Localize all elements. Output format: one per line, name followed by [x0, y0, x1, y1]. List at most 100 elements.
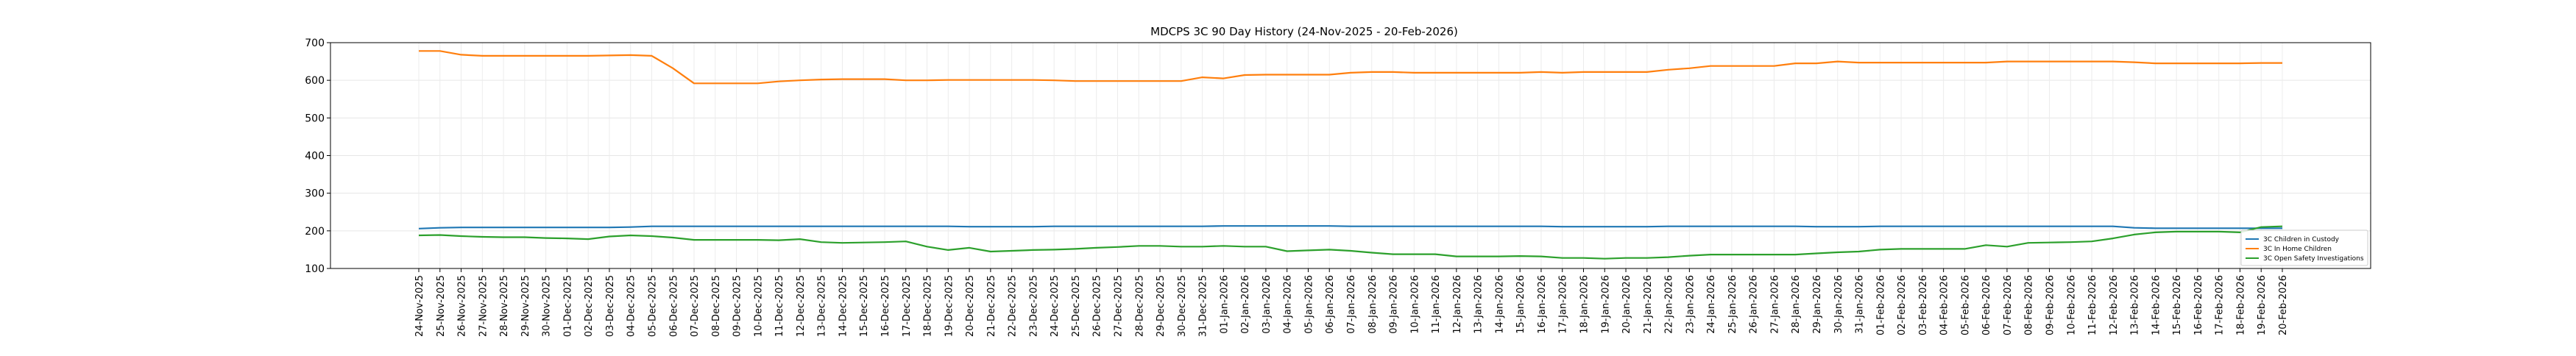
x-tick-label: 24-Dec-2025 [1050, 275, 1061, 337]
x-tick-label: 12-Dec-2025 [796, 275, 807, 337]
x-tick-label: 21-Jan-2026 [1643, 275, 1654, 334]
series-lines [418, 50, 2283, 260]
y-tick-label: 600 [305, 75, 325, 87]
x-tick-label: 19-Feb-2026 [2257, 275, 2268, 335]
x-tick-label: 04-Dec-2025 [626, 275, 637, 337]
x-tick-label: 01-Jan-2026 [1219, 275, 1230, 334]
x-tick-label: 26-Nov-2025 [457, 275, 468, 337]
x-tick-label: 15-Dec-2025 [859, 275, 870, 337]
x-tick-label: 11-Dec-2025 [774, 275, 785, 337]
x-tick-label: 03-Dec-2025 [605, 275, 616, 337]
x-tick-label: 25-Jan-2026 [1727, 275, 1738, 334]
x-tick-label: 31-Jan-2026 [1855, 275, 1866, 334]
legend: 3C Children in Custody 3C In Home Childre… [2240, 229, 2368, 266]
x-tick-label: 09-Feb-2026 [2045, 275, 2056, 335]
x-tick-label: 31-Dec-2025 [1198, 275, 1209, 337]
x-tick-label: 27-Jan-2026 [1769, 275, 1780, 334]
x-tick-label: 10-Jan-2026 [1409, 275, 1420, 334]
x-tick-label: 14-Jan-2026 [1494, 275, 1505, 334]
x-axis: 24-Nov-2025 25-Nov-2025 26-Nov-2025 27-Nov-… [414, 268, 2289, 337]
x-tick-label: 20-Dec-2025 [965, 275, 976, 337]
x-tick-label: 07-Feb-2026 [2003, 275, 2014, 335]
x-tick-label: 17-Feb-2026 [2215, 275, 2226, 335]
x-tick-label: 17-Jan-2026 [1558, 275, 1569, 334]
x-tick-label: 13-Jan-2026 [1473, 275, 1485, 334]
y-tick-label: 200 [305, 226, 325, 238]
legend-entry: 3C Open Safety Investigations [2263, 255, 2364, 263]
x-tick-label: 08-Feb-2026 [2024, 275, 2035, 335]
x-tick-label: 22-Dec-2025 [1008, 275, 1019, 337]
plot-frame [330, 42, 2371, 269]
x-tick-label: 16-Jan-2026 [1537, 275, 1548, 334]
legend-entry: 3C In Home Children [2263, 246, 2332, 253]
x-tick-label: 16-Dec-2025 [880, 275, 891, 337]
x-tick-label: 03-Jan-2026 [1262, 275, 1273, 334]
x-tick-label: 25-Dec-2025 [1071, 275, 1082, 337]
x-tick-label: 01-Dec-2025 [562, 275, 573, 337]
x-tick-label: 13-Feb-2026 [2130, 275, 2141, 335]
x-tick-label: 06-Jan-2026 [1325, 275, 1336, 334]
x-tick-label: 30-Nov-2025 [542, 275, 553, 337]
x-tick-label: 08-Dec-2025 [711, 275, 722, 337]
x-tick-label: 07-Dec-2025 [690, 275, 701, 337]
x-tick-label: 03-Feb-2026 [1918, 275, 1929, 335]
x-tick-label: 17-Dec-2025 [902, 275, 913, 337]
x-tick-label: 13-Dec-2025 [817, 275, 828, 337]
x-tick-label: 19-Jan-2026 [1600, 275, 1611, 334]
x-tick-label: 14-Feb-2026 [2151, 275, 2162, 335]
x-tick-label: 29-Jan-2026 [1812, 275, 1823, 334]
legend-entry: 3C Children in Custody [2263, 236, 2340, 243]
x-tick-label: 05-Jan-2026 [1303, 275, 1314, 334]
y-tick-label: 100 [305, 263, 325, 275]
x-tick-label: 23-Dec-2025 [1028, 275, 1039, 337]
y-tick-label: 700 [305, 38, 325, 49]
x-tick-label: 08-Jan-2026 [1367, 275, 1379, 334]
x-tick-label: 12-Feb-2026 [2109, 275, 2120, 335]
x-tick-label: 30-Jan-2026 [1833, 275, 1844, 334]
x-tick-label: 04-Jan-2026 [1283, 275, 1294, 334]
x-tick-label: 21-Dec-2025 [986, 275, 997, 337]
x-tick-label: 16-Feb-2026 [2193, 275, 2204, 335]
x-tick-label: 26-Dec-2025 [1092, 275, 1103, 337]
x-tick-label: 28-Jan-2026 [1791, 275, 1802, 334]
x-tick-label: 10-Dec-2025 [753, 275, 764, 337]
x-tick-label: 29-Dec-2025 [1156, 275, 1167, 337]
x-tick-label: 27-Nov-2025 [478, 275, 489, 337]
x-tick-label: 02-Dec-2025 [584, 275, 595, 337]
x-tick-label: 23-Jan-2026 [1685, 275, 1696, 334]
x-tick-label: 11-Feb-2026 [2087, 275, 2098, 335]
x-tick-label: 28-Nov-2025 [499, 275, 510, 337]
x-tick-label: 09-Jan-2026 [1389, 275, 1400, 334]
x-tick-label: 09-Dec-2025 [732, 275, 743, 337]
series-line-1 [419, 50, 2282, 85]
x-tick-label: 05-Dec-2025 [648, 275, 659, 337]
x-tick-label: 29-Nov-2025 [520, 275, 531, 337]
y-tick-label: 400 [305, 151, 325, 163]
x-tick-label: 02-Feb-2026 [1897, 275, 1908, 335]
x-tick-label: 25-Nov-2025 [436, 275, 447, 337]
chart-title: MDCPS 3C 90 Day History (24-Nov-2025 - 2… [1150, 25, 1458, 38]
x-tick-label: 06-Dec-2025 [668, 275, 679, 337]
x-tick-label: 14-Dec-2025 [838, 275, 849, 337]
x-tick-label: 15-Jan-2026 [1515, 275, 1526, 334]
x-tick-label: 15-Feb-2026 [2172, 275, 2183, 335]
y-tick-label: 500 [305, 113, 325, 124]
x-tick-label: 30-Dec-2025 [1177, 275, 1188, 337]
x-tick-label: 05-Feb-2026 [1960, 275, 1971, 335]
series-line-0 [418, 225, 2282, 229]
x-tick-label: 11-Jan-2026 [1431, 275, 1442, 334]
x-tick-label: 20-Feb-2026 [2278, 275, 2289, 335]
x-tick-label: 06-Feb-2026 [1981, 275, 1992, 335]
x-tick-label: 19-Dec-2025 [944, 275, 955, 337]
x-tick-label: 10-Feb-2026 [2066, 275, 2077, 335]
x-tick-label: 26-Jan-2026 [1749, 275, 1760, 334]
y-axis: 100 200 300 400 500 600 700 [305, 38, 330, 275]
x-tick-label: 27-Dec-2025 [1114, 275, 1125, 337]
x-tick-label: 01-Feb-2026 [1875, 275, 1886, 335]
x-tick-label: 20-Jan-2026 [1621, 275, 1632, 334]
series-line-2 [418, 225, 2283, 260]
x-tick-label: 02-Jan-2026 [1240, 275, 1251, 334]
x-tick-label: 18-Feb-2026 [2235, 275, 2246, 335]
